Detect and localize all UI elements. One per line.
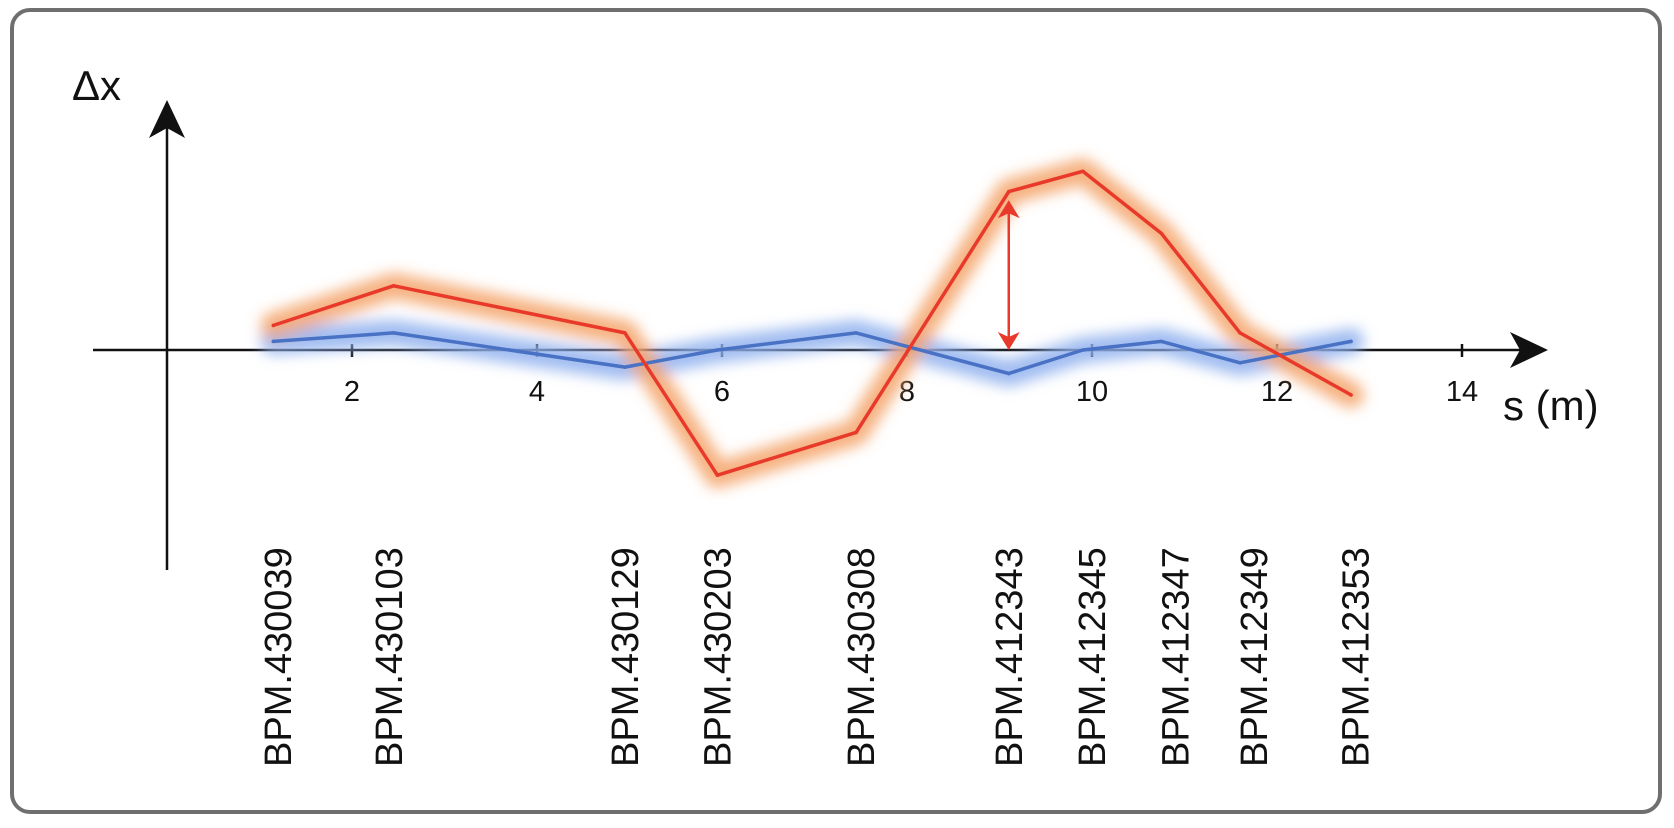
red-orbit-point (1006, 189, 1011, 194)
bpm-label: BPM.412347 (1155, 547, 1197, 767)
bpm-label: BPM.412353 (1336, 547, 1378, 767)
red-orbit-point (1238, 331, 1242, 335)
blue-orbit-point (1159, 339, 1164, 344)
y-axis-arrowhead (149, 100, 185, 138)
blue-orbit-point (271, 339, 276, 344)
x-tick-label: 6 (714, 376, 730, 408)
x-tick-label: 10 (1076, 376, 1108, 408)
red-orbit-point (715, 473, 720, 477)
bpm-label: BPM.430039 (258, 547, 300, 767)
bpm-label: BPM.430308 (841, 547, 883, 767)
blue-orbit-point (1349, 339, 1353, 344)
blue-orbit-point (391, 331, 396, 335)
bpm-label: BPM.412349 (1234, 547, 1276, 767)
x-tick-label: 2 (344, 376, 360, 408)
red-orbit-point (1159, 231, 1164, 236)
red-orbit-glow (260, 158, 1364, 489)
blue-orbit-point (623, 365, 627, 369)
x-tick-label: 12 (1261, 376, 1293, 408)
blue-orbit-point (1006, 371, 1011, 376)
red-orbit-point (623, 331, 627, 335)
bpm-label-layer: BPM.430039 BPM.430103 BPM.430129 BPM.430203… (258, 547, 1378, 767)
x-tick-label: 4 (529, 376, 545, 408)
x-tick-label: 14 (1446, 376, 1478, 408)
blue-orbit-point (715, 348, 720, 352)
x-axis-arrowhead (1510, 332, 1548, 368)
bpm-label: BPM.430203 (697, 547, 739, 767)
series-glow-layer (260, 158, 1364, 489)
y-axis-label: Δx (72, 62, 121, 109)
bpm-label: BPM.412345 (1072, 547, 1114, 767)
red-orbit-point (854, 430, 858, 435)
x-axis-label: s (m) (1503, 382, 1599, 429)
blue-orbit-point (1080, 348, 1085, 352)
x-tick-label: 8 (899, 376, 915, 408)
figure-frame (10, 8, 1662, 814)
bpm-label: BPM.430129 (605, 547, 647, 767)
blue-orbit-point (1238, 361, 1242, 365)
blue-orbit-point (854, 331, 858, 335)
red-orbit-point (1080, 169, 1085, 174)
red-orbit-point (271, 323, 276, 328)
series-line-layer (271, 169, 1353, 477)
bpm-label: BPM.412343 (989, 547, 1031, 767)
red-orbit-point (391, 284, 396, 288)
blue-orbit-line (271, 331, 1353, 376)
red-orbit-point (1349, 393, 1353, 397)
bpm-label: BPM.430103 (369, 547, 411, 767)
red-orbit-line (271, 169, 1353, 477)
